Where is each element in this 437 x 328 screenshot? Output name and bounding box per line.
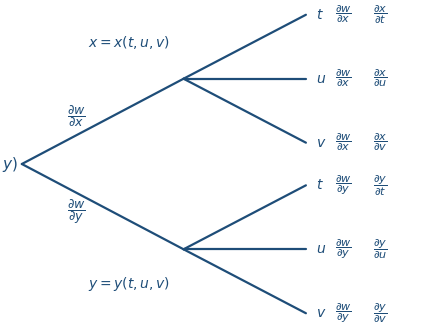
Text: $u$: $u$	[316, 242, 326, 256]
Text: $\dfrac{\partial y}{\partial t}$: $\dfrac{\partial y}{\partial t}$	[373, 173, 388, 197]
Text: $\dfrac{\partial w}{\partial y}$: $\dfrac{\partial w}{\partial y}$	[335, 237, 351, 261]
Text: $\dfrac{\partial y}{\partial u}$: $\dfrac{\partial y}{\partial u}$	[373, 237, 388, 261]
Text: $\dfrac{\partial x}{\partial v}$: $\dfrac{\partial x}{\partial v}$	[373, 132, 388, 154]
Text: $\dfrac{\partial w}{\partial x}$: $\dfrac{\partial w}{\partial x}$	[335, 68, 351, 90]
Text: $v$: $v$	[316, 306, 326, 320]
Text: $w = f(x, y)$: $w = f(x, y)$	[0, 154, 17, 174]
Text: $\dfrac{\partial w}{\partial y}$: $\dfrac{\partial w}{\partial y}$	[67, 197, 86, 226]
Text: $x = x(t, u, v)$: $x = x(t, u, v)$	[88, 34, 170, 51]
Text: $\dfrac{\partial w}{\partial x}$: $\dfrac{\partial w}{\partial x}$	[335, 4, 351, 26]
Text: $\dfrac{\partial x}{\partial u}$: $\dfrac{\partial x}{\partial u}$	[373, 68, 388, 90]
Text: $\dfrac{\partial w}{\partial y}$: $\dfrac{\partial w}{\partial y}$	[335, 174, 351, 197]
Text: $\dfrac{\partial w}{\partial x}$: $\dfrac{\partial w}{\partial x}$	[67, 104, 86, 129]
Text: $\dfrac{\partial w}{\partial y}$: $\dfrac{\partial w}{\partial y}$	[335, 301, 351, 325]
Text: $t$: $t$	[316, 178, 323, 192]
Text: $u$: $u$	[316, 72, 326, 86]
Text: $\dfrac{\partial x}{\partial t}$: $\dfrac{\partial x}{\partial t}$	[373, 4, 388, 26]
Text: $\dfrac{\partial w}{\partial x}$: $\dfrac{\partial w}{\partial x}$	[335, 132, 351, 154]
Text: $y = y(t, u, v)$: $y = y(t, u, v)$	[88, 275, 170, 293]
Text: $v$: $v$	[316, 136, 326, 150]
Text: $\dfrac{\partial y}{\partial v}$: $\dfrac{\partial y}{\partial v}$	[373, 301, 388, 325]
Text: $t$: $t$	[316, 8, 323, 22]
